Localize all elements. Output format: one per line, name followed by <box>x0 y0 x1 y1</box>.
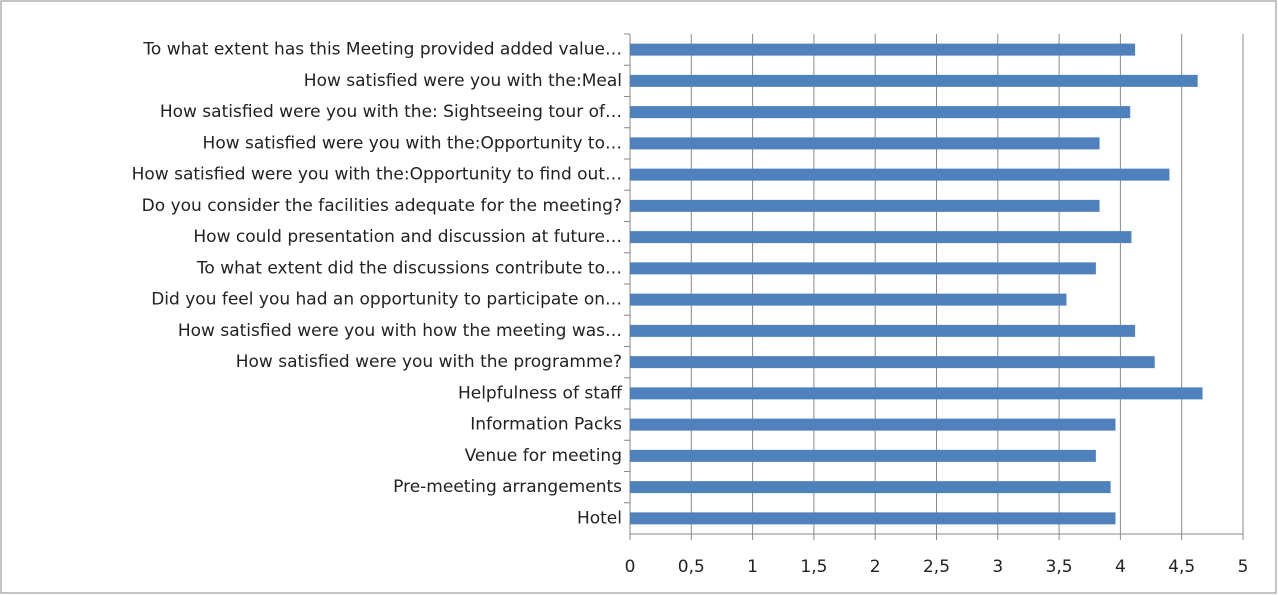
x-tick-label: 5 <box>1238 557 1249 577</box>
y-tick-label: Did you feel you had an opportunity to p… <box>151 290 622 310</box>
bar <box>630 168 1170 181</box>
x-tick-label: 2 <box>870 557 881 577</box>
y-tick-label: Pre-meeting arrangements <box>393 477 622 497</box>
bar <box>630 449 1096 462</box>
x-tick-label: 2,5 <box>923 557 950 577</box>
bar <box>630 324 1136 337</box>
bar <box>630 106 1131 119</box>
y-tick-label: Do you consider the facilities adequate … <box>142 196 622 216</box>
x-tick-label: 3,5 <box>1046 557 1073 577</box>
bar <box>630 293 1067 306</box>
bar <box>630 481 1111 494</box>
y-tick-label: How satisfied were you with the: Sightse… <box>160 102 622 122</box>
x-tick-label: 3 <box>992 557 1003 577</box>
y-tick-label: How satisfied were you with the:Meal <box>304 71 622 91</box>
bar <box>630 231 1132 244</box>
bar <box>630 137 1100 150</box>
x-tick-label: 4,5 <box>1168 557 1195 577</box>
y-tick-label: Helpfulness of staff <box>458 383 623 403</box>
x-tick-label: 1,5 <box>800 557 827 577</box>
bar <box>630 387 1203 400</box>
bar <box>630 418 1116 431</box>
y-tick-label: How could presentation and discussion at… <box>193 227 622 247</box>
y-tick-label: Venue for meeting <box>465 446 622 466</box>
y-tick-label: To what extent has this Meeting provided… <box>142 40 622 60</box>
y-tick-label: Information Packs <box>470 415 622 435</box>
y-tick-label: How satisfied were you with the:Opportun… <box>132 165 622 185</box>
bar <box>630 74 1198 87</box>
y-tick-label: How satisfied were you with how the meet… <box>178 321 622 341</box>
y-tick-label: To what extent did the discussions contr… <box>196 258 622 278</box>
x-tick-label: 0 <box>625 557 636 577</box>
bar <box>630 512 1116 525</box>
bar <box>630 262 1096 275</box>
y-tick-label: How satisfied were you with the programm… <box>236 352 622 372</box>
y-tick-label: Hotel <box>577 508 622 528</box>
bar <box>630 356 1155 369</box>
bar <box>630 43 1136 56</box>
bar <box>630 199 1100 212</box>
x-tick-label: 4 <box>1115 557 1126 577</box>
x-tick-label: 1 <box>747 557 758 577</box>
x-tick-label: 0,5 <box>678 557 705 577</box>
y-tick-label: How satisfied were you with the:Opportun… <box>203 133 622 153</box>
